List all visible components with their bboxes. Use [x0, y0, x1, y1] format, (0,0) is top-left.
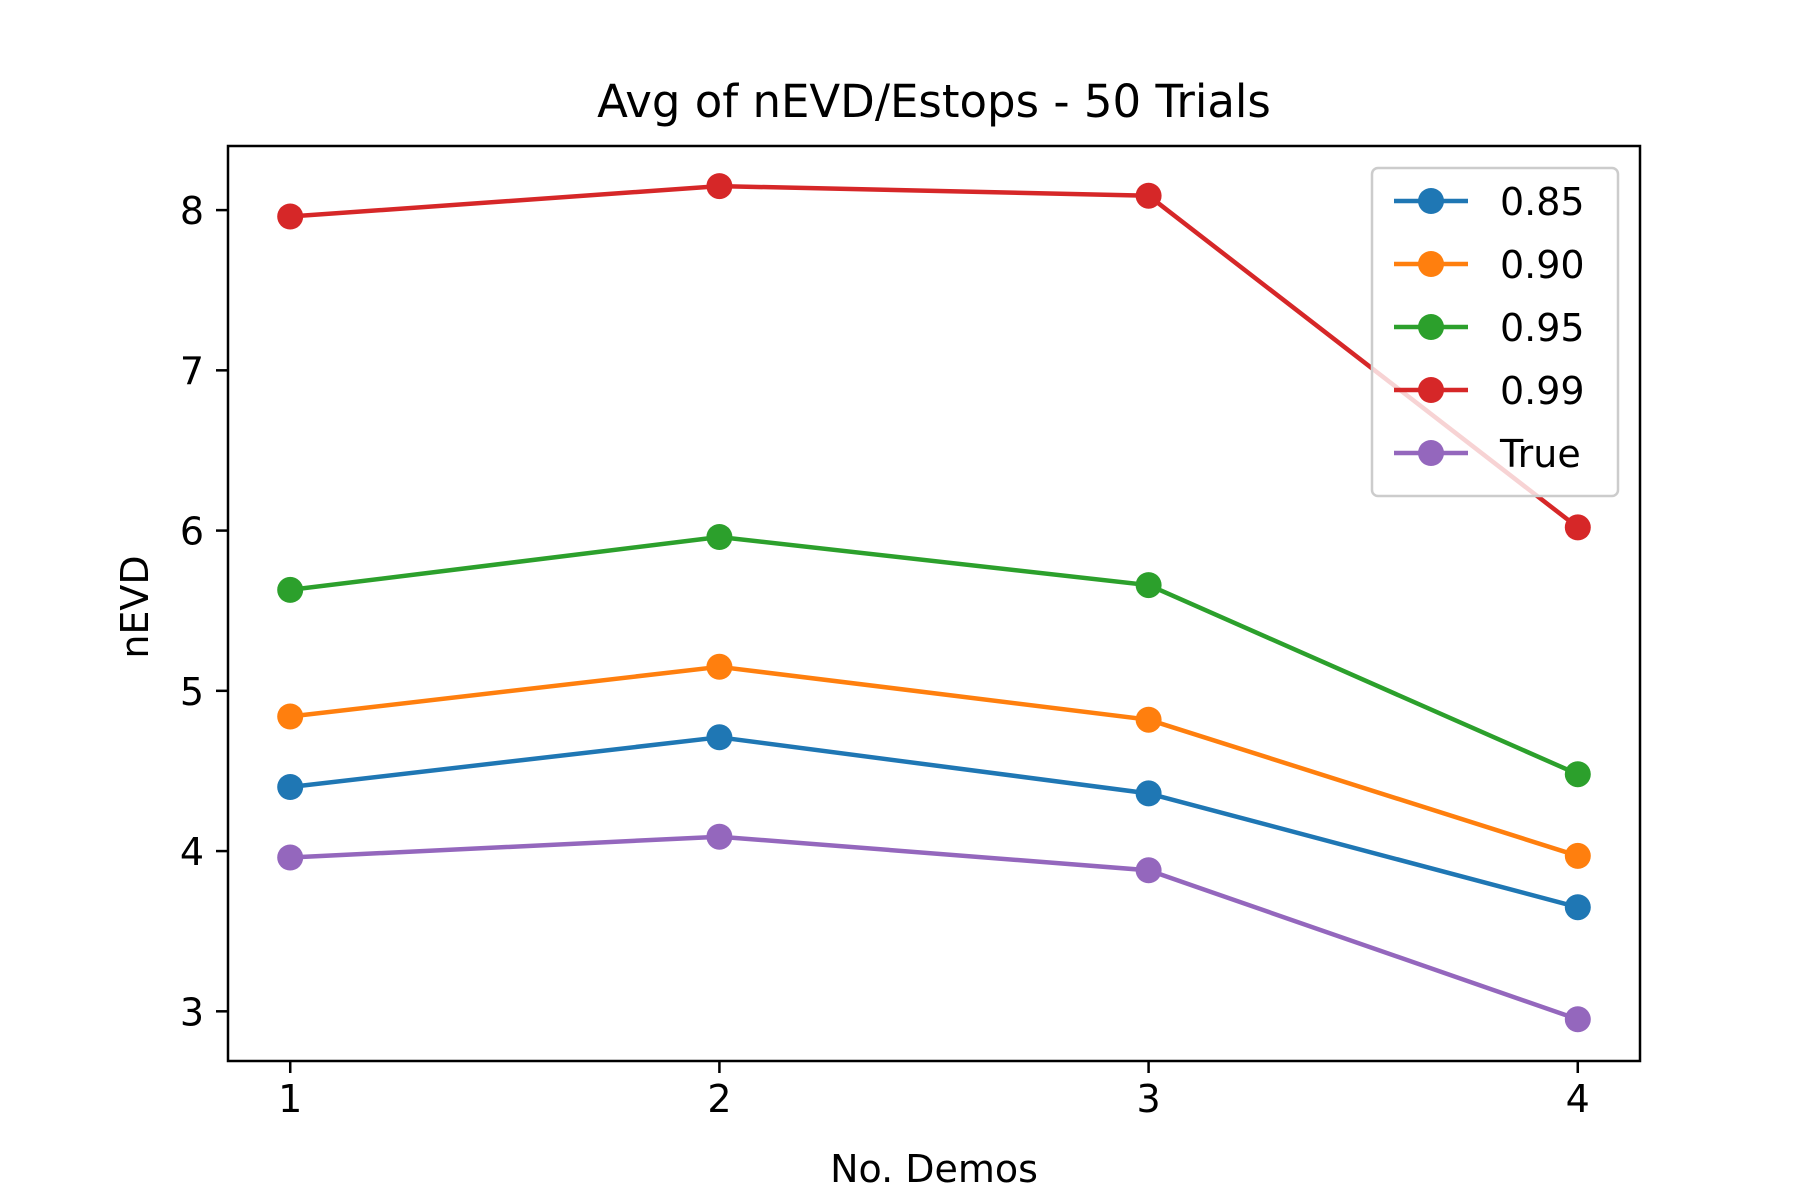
- legend-marker-0: [1418, 188, 1444, 214]
- series-line-1: [287, 664, 1581, 859]
- data-point-1-0: [277, 703, 304, 730]
- data-point-1-2: [1135, 706, 1162, 733]
- data-point-2-2: [1135, 572, 1162, 599]
- x-axis-ticks: 1 2 3 4: [278, 1061, 1590, 1121]
- legend-label-4: True: [1499, 432, 1581, 476]
- data-point-0-3: [1564, 894, 1591, 921]
- data-point-0-1: [706, 724, 733, 751]
- legend-label-1: 0.90: [1500, 243, 1585, 287]
- legend: 0.85 0.90 0.95 0.99 True: [1370, 166, 1620, 498]
- y-tick-label-5: 8: [180, 189, 204, 233]
- legend-frame: [1370, 166, 1620, 498]
- data-point-4-1: [706, 823, 733, 850]
- y-tick-label-2: 5: [180, 670, 204, 714]
- y-axis-label: nEVD: [113, 555, 157, 658]
- x-axis-label: No. Demos: [830, 1147, 1038, 1191]
- data-point-3-2: [1135, 182, 1162, 209]
- legend-marker-1: [1418, 251, 1444, 277]
- data-point-2-3: [1564, 761, 1591, 788]
- data-point-2-0: [277, 576, 304, 603]
- x-tick-label-0: 1: [278, 1077, 302, 1121]
- data-point-0-0: [277, 774, 304, 800]
- data-point-3-3: [1564, 514, 1591, 541]
- y-axis-ticks: 3 4 5 6 7 8: [180, 189, 228, 1034]
- legend-label-3: 0.99: [1500, 369, 1585, 413]
- data-point-1-1: [706, 653, 733, 680]
- y-tick-label-4: 7: [180, 349, 204, 393]
- series-layer: [277, 173, 1591, 1033]
- data-point-3-0: [277, 203, 304, 230]
- y-tick-label-3: 6: [180, 510, 204, 554]
- data-point-0-2: [1135, 780, 1162, 807]
- legend-label-0: 0.85: [1500, 180, 1585, 224]
- plot-frame: [226, 144, 1642, 1063]
- legend-label-2: 0.95: [1500, 306, 1585, 350]
- data-point-2-1: [706, 524, 733, 550]
- legend-marker-3: [1418, 377, 1444, 403]
- x-tick-label-2: 3: [1136, 1077, 1160, 1121]
- y-tick-label-0: 3: [180, 990, 204, 1034]
- series-line-4: [287, 834, 1581, 1023]
- series-line-0: [287, 735, 1581, 910]
- data-point-1-3: [1564, 842, 1591, 869]
- legend-marker-4: [1418, 440, 1444, 466]
- x-tick-label-1: 2: [707, 1077, 731, 1121]
- plot-area: [226, 144, 1642, 1063]
- data-point-4-2: [1135, 857, 1162, 884]
- data-point-4-3: [1564, 1006, 1591, 1033]
- y-tick-label-1: 4: [180, 830, 204, 874]
- chart-title: Avg of nEVD/Estops - 50 Trials: [597, 75, 1271, 128]
- data-point-4-0: [277, 844, 304, 871]
- series-line-3: [287, 183, 1581, 531]
- x-tick-label-3: 4: [1566, 1077, 1590, 1121]
- legend-items: 0.85 0.90 0.95 0.99 True: [1394, 180, 1585, 476]
- data-point-3-1: [706, 173, 733, 200]
- legend-marker-2: [1418, 314, 1444, 340]
- series-line-2: [287, 534, 1581, 778]
